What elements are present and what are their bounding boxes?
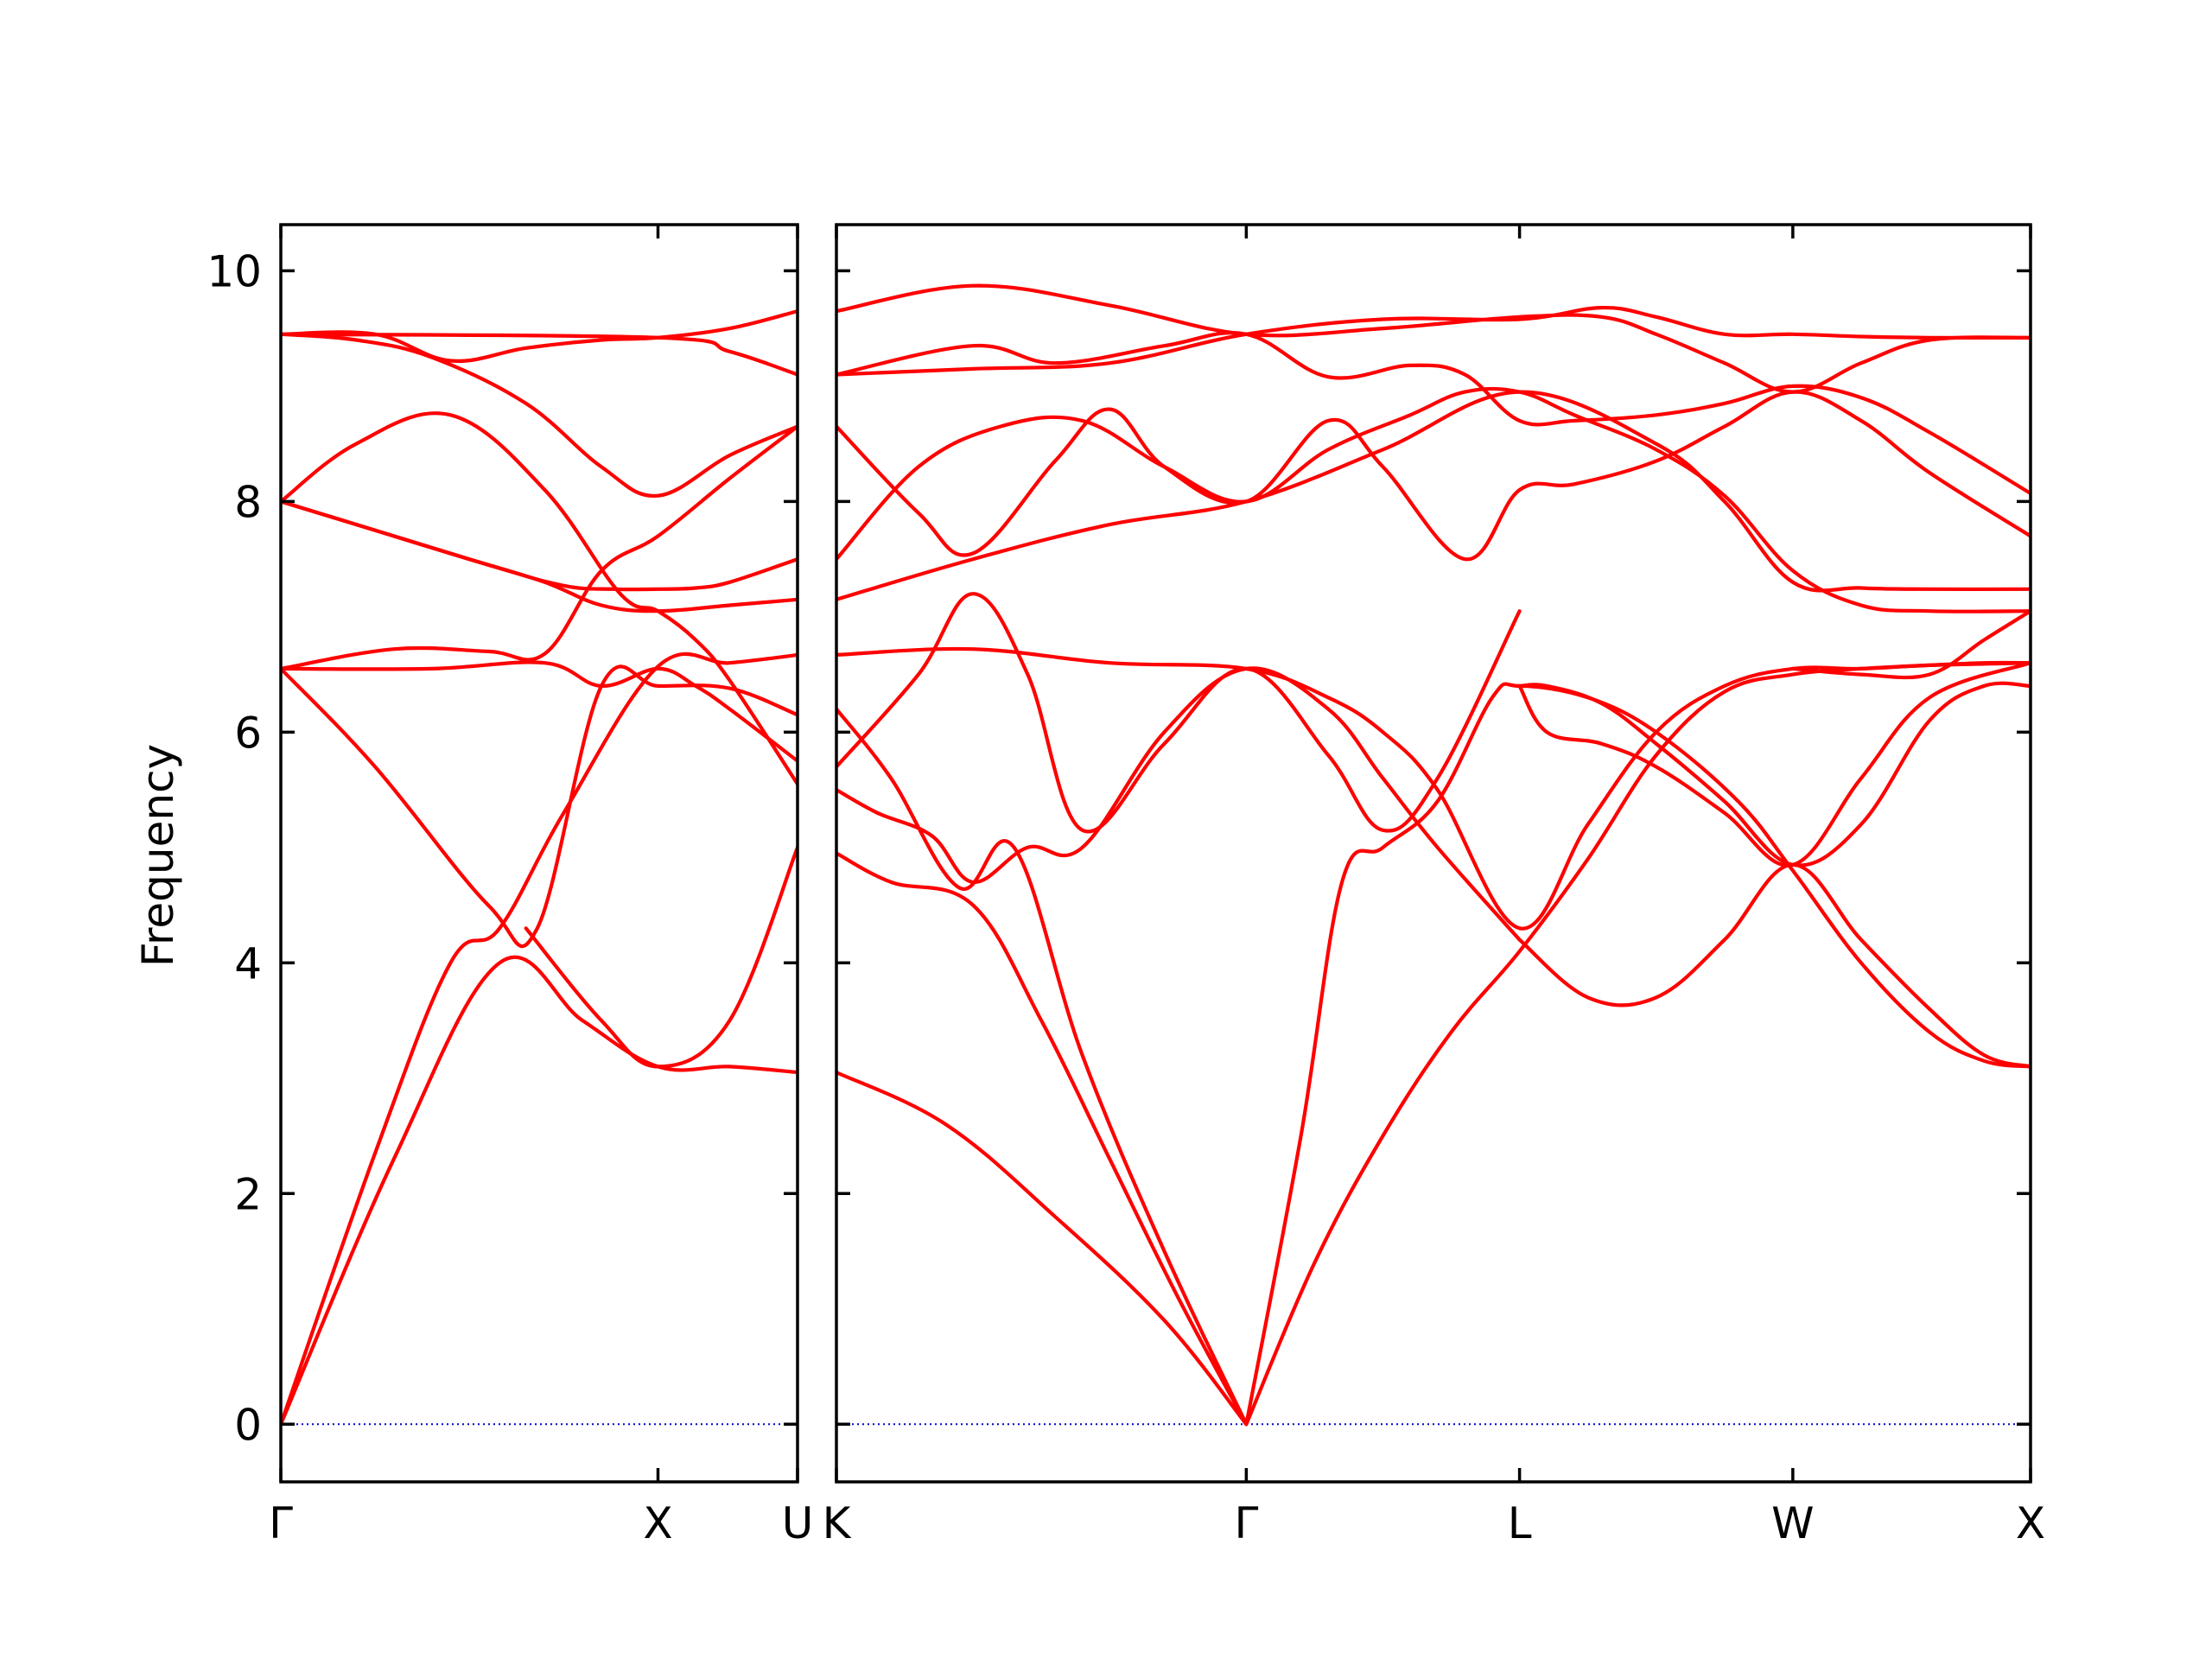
band-line <box>524 845 798 1069</box>
band-line <box>281 499 798 592</box>
band-line <box>281 955 798 1427</box>
band-line <box>281 411 798 786</box>
y-tick-label: 6 <box>234 708 262 758</box>
band-line <box>836 1071 1249 1427</box>
y-tick-label: 8 <box>234 477 262 527</box>
band-line <box>281 332 798 377</box>
y-tick-label: 4 <box>234 938 262 988</box>
panels: 0 2 4 6 8 10 Γ X U K Γ L W X <box>207 223 2045 1548</box>
x-tick-label: L <box>1508 1498 1532 1548</box>
x-tick-label: U <box>782 1498 814 1548</box>
plot-frame <box>835 223 2032 1484</box>
band-line <box>281 332 798 498</box>
y-tick-label: 2 <box>234 1169 262 1219</box>
band-line <box>281 664 798 949</box>
band-line <box>836 851 1249 1427</box>
band-line <box>1517 681 2031 868</box>
band-line <box>836 386 2031 613</box>
band-line <box>836 666 1522 942</box>
x-tick-label: X <box>2016 1498 2045 1548</box>
band-line <box>1517 661 2031 868</box>
band-line <box>281 424 798 671</box>
band-line <box>1790 609 2031 680</box>
band-line <box>281 660 798 763</box>
band-line <box>1517 862 2031 1069</box>
x-tick-label: Γ <box>269 1498 293 1548</box>
plot-frame <box>279 223 799 1484</box>
y-axis-title: Frequency <box>133 744 183 967</box>
band-line <box>281 499 798 613</box>
band-line <box>836 331 2031 496</box>
band-line <box>836 390 2031 562</box>
band-line <box>1244 660 2031 1427</box>
panel-0: 0 2 4 6 8 10 Γ X U <box>207 223 814 1548</box>
x-tick-label: X <box>643 1498 672 1548</box>
band-line <box>836 283 2031 394</box>
band-line <box>836 646 2031 931</box>
band-line <box>281 652 798 1427</box>
band-line <box>1244 682 2031 1427</box>
y-tick-label: 0 <box>234 1400 262 1450</box>
y-tick-label: 10 <box>207 246 262 296</box>
bands <box>281 309 798 1427</box>
x-tick-label: W <box>1771 1498 1814 1548</box>
band-line <box>836 707 1249 1427</box>
band-line <box>836 592 1522 834</box>
x-tick-label: K <box>823 1498 852 1548</box>
x-tick-label: Γ <box>1234 1498 1258 1548</box>
bands <box>836 283 2031 1427</box>
